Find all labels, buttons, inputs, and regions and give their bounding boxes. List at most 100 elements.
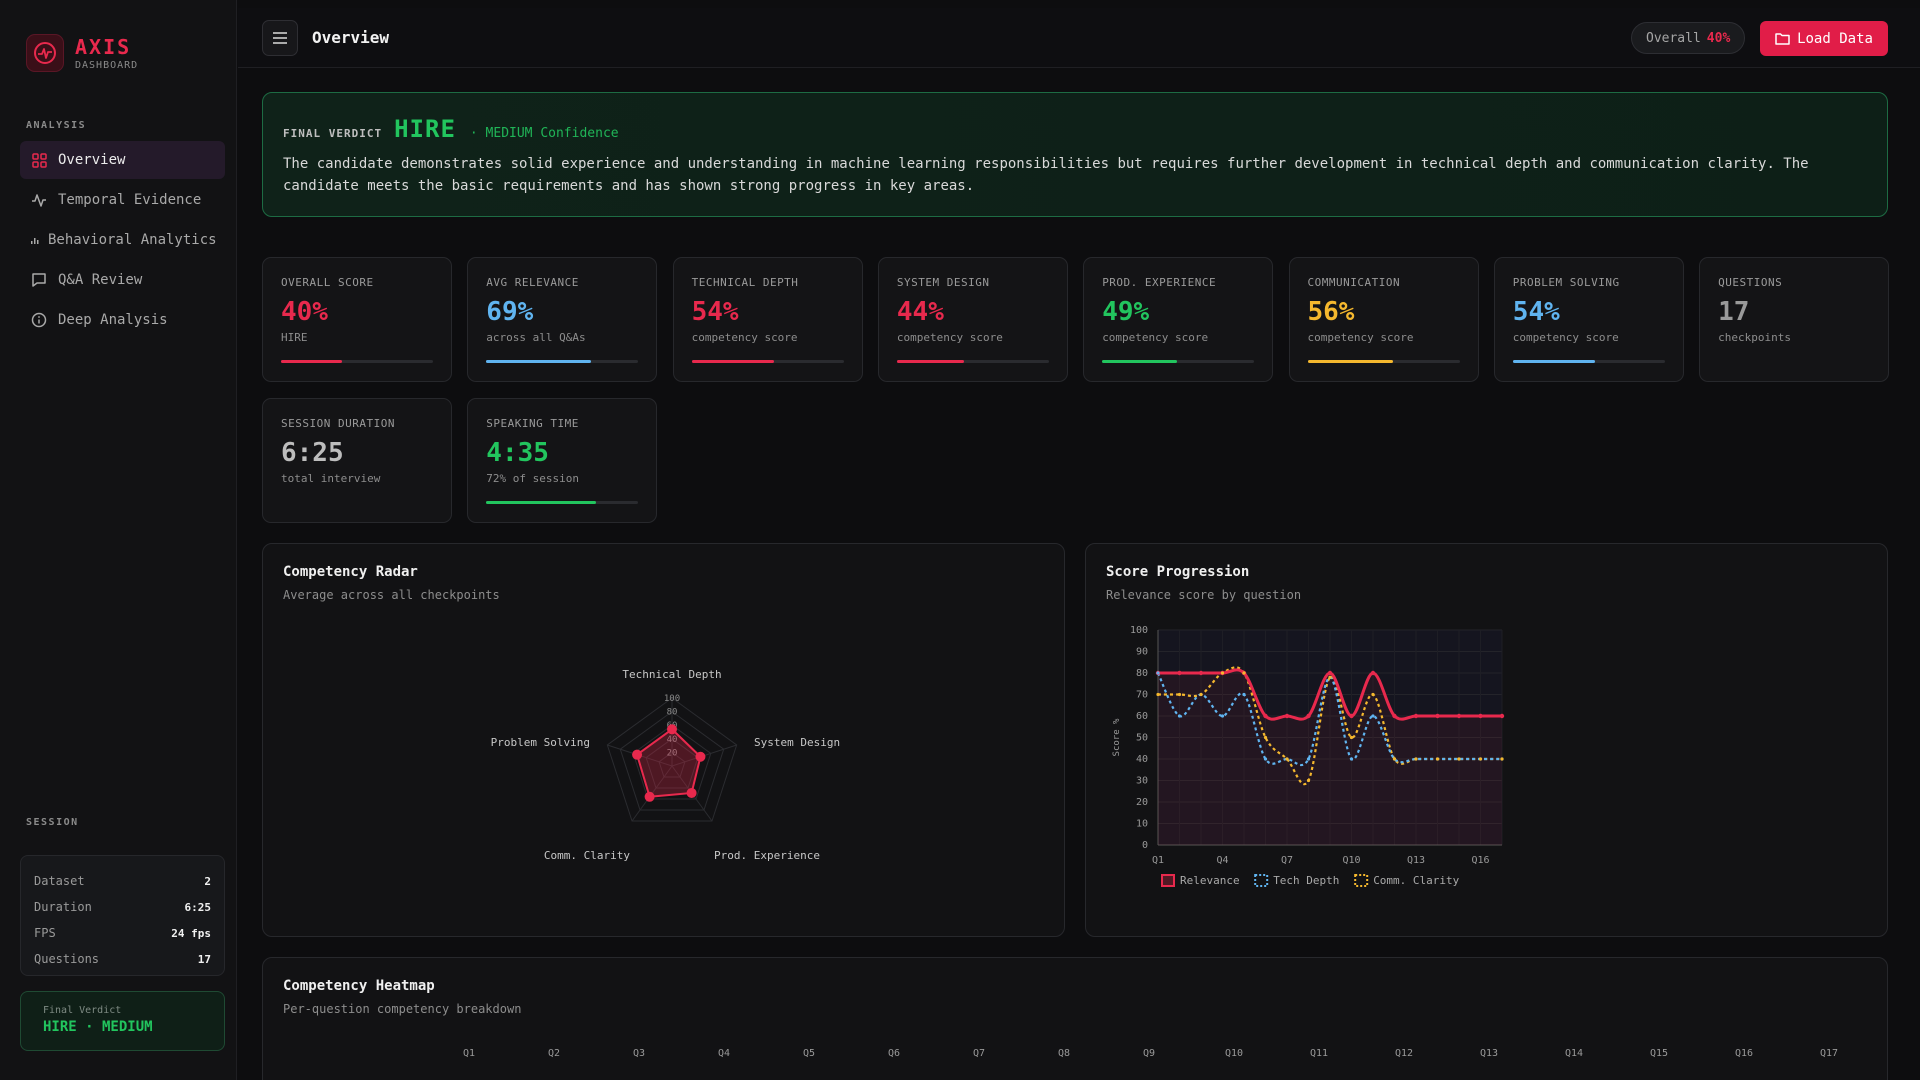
series-point	[1328, 675, 1332, 679]
session-key: Duration	[34, 900, 92, 914]
session-key: FPS	[34, 926, 56, 940]
stat-value: 44%	[896, 297, 944, 327]
legend-swatch	[1354, 874, 1369, 887]
stat-card-problem-solving: PROBLEM SOLVING 54% competency score	[1493, 257, 1684, 382]
activity-icon	[30, 191, 48, 209]
sidebar-item-qa-review[interactable]: Q&A Review	[20, 261, 225, 299]
series-point	[1263, 757, 1268, 761]
y-tick-label: 90	[1136, 647, 1148, 658]
sidebar: AXIS DASHBOARD ANALYSIS Overview Tempora…	[0, 0, 237, 1080]
heatmap-column-header: Q9	[1142, 1048, 1156, 1059]
panel-title: Competency Heatmap	[283, 978, 435, 994]
heatmap-column-header: Q6	[887, 1048, 901, 1059]
page-title: Overview	[312, 28, 390, 47]
folder-icon	[1775, 32, 1790, 45]
y-tick-label: 30	[1136, 776, 1148, 787]
heatmap-column-header: Q11	[1309, 1048, 1329, 1059]
radar-axis-label: Comm. Clarity	[544, 849, 630, 862]
sidebar-item-overview[interactable]: Overview	[20, 141, 225, 179]
heatmap-column-header: Q16	[1734, 1048, 1754, 1059]
radar-tick-label: 100	[664, 694, 680, 704]
session-row: Duration 6:25	[34, 894, 211, 920]
stat-value: 54%	[691, 297, 739, 327]
stat-progress-bar	[281, 360, 433, 363]
relevance-point	[1435, 713, 1440, 719]
load-data-label: Load Data	[1797, 30, 1873, 47]
series-point	[1457, 757, 1461, 761]
overall-score-pill: Overall 40%	[1631, 22, 1746, 54]
radar-tick-label: 80	[667, 708, 678, 718]
radar-grid-ring	[619, 710, 725, 811]
sidebar-item-deep-analysis[interactable]: Deep Analysis	[20, 301, 225, 339]
series-point	[1435, 757, 1440, 761]
relevance-point	[1284, 713, 1290, 719]
series-point	[1263, 735, 1268, 740]
radar-grid-ring	[658, 751, 686, 778]
series-point	[1156, 671, 1160, 675]
radar-tick-label: 20	[667, 748, 678, 758]
radar-axis-label: System Design	[754, 736, 840, 749]
x-tick-label: Q16	[1471, 855, 1489, 866]
stat-label: PROD. EXPERIENCE	[1102, 276, 1217, 289]
x-tick-label: Q13	[1407, 855, 1425, 866]
radar-axis-label: Prod. Experience	[714, 849, 820, 862]
stat-progress-fill	[896, 360, 964, 363]
stat-value: 56%	[1307, 297, 1355, 327]
overall-label: Overall	[1646, 30, 1701, 46]
session-value: 24 fps	[171, 926, 211, 940]
sidebar-item-behavioral-analytics[interactable]: Behavioral Analytics	[20, 221, 225, 259]
heatmap-column-header: Q13	[1479, 1048, 1499, 1059]
stat-subtext: competency score	[1512, 331, 1619, 344]
radar-grid-ring	[632, 724, 712, 800]
stat-subtext: HIRE	[281, 331, 308, 344]
stat-card-session-duration: SESSION DURATION 6:25 total interview	[262, 398, 452, 523]
y-tick-label: 80	[1136, 668, 1148, 679]
session-value: 17	[197, 952, 211, 966]
stat-progress-bar	[1307, 360, 1460, 363]
stat-progress-fill	[486, 501, 596, 504]
series-point	[1349, 757, 1354, 761]
stat-progress-bar	[1512, 360, 1665, 363]
menu-button[interactable]	[262, 20, 298, 56]
relevance-point	[1263, 713, 1268, 719]
legend-swatch	[1254, 874, 1269, 887]
series-point	[1349, 735, 1354, 740]
y-tick-label: 60	[1136, 711, 1148, 722]
legend-label: Comm. Clarity	[1373, 874, 1459, 887]
stat-label: SESSION DURATION	[281, 417, 395, 430]
sidebar-item-temporal-evidence[interactable]: Temporal Evidence	[20, 181, 225, 219]
relevance-point	[1198, 670, 1204, 676]
series-point	[1285, 757, 1289, 761]
relevance-point	[1177, 670, 1182, 676]
relevance-point	[1456, 713, 1462, 719]
stat-value: 69%	[486, 297, 534, 327]
heatmap-column-header: Q12	[1394, 1048, 1414, 1059]
stat-progress-fill	[691, 360, 774, 363]
stat-progress-fill	[1307, 360, 1393, 363]
stat-progress-fill	[281, 360, 342, 363]
stat-card-questions: QUESTIONS 17 checkpoints	[1699, 257, 1890, 382]
panel-title: Competency Radar	[283, 564, 418, 580]
y-tick-label: 0	[1142, 840, 1148, 851]
radar-grid-ring	[606, 697, 738, 822]
chat-icon	[30, 271, 48, 289]
sidebar-item-label: Q&A Review	[58, 272, 143, 288]
score-progression-panel: Score Progression Relevance score by que…	[1085, 543, 1888, 937]
brand[interactable]: AXIS DASHBOARD	[26, 34, 138, 72]
load-data-button[interactable]: Load Data	[1760, 21, 1888, 56]
stat-progress-bar	[486, 360, 639, 363]
stat-card-speaking-time: SPEAKING TIME 4:35 72% of session	[467, 398, 658, 523]
overall-value: 40%	[1706, 30, 1731, 46]
panel-subtitle: Average across all checkpoints	[283, 588, 500, 602]
section-label-session: SESSION	[26, 817, 79, 828]
competency-radar-panel: Competency Radar Average across all chec…	[262, 543, 1065, 937]
stat-subtext: checkpoints	[1718, 331, 1791, 344]
relevance-point	[1327, 670, 1333, 676]
stat-card-prod-experience: PROD. EXPERIENCE 49% competency score	[1083, 257, 1274, 382]
stat-label: PROBLEM SOLVING	[1512, 276, 1620, 289]
verdict-decision: HIRE	[394, 115, 456, 143]
session-key: Questions	[34, 952, 100, 966]
radar-grid-ring	[645, 738, 699, 789]
y-tick-label: 20	[1136, 797, 1148, 808]
x-tick-label: Q7	[1281, 855, 1293, 866]
